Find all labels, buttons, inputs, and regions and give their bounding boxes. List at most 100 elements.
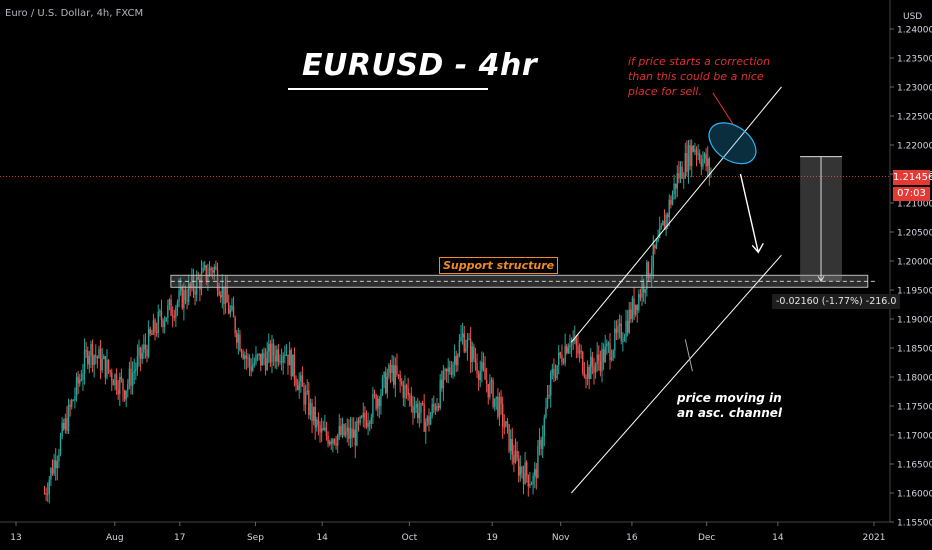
candle-body [208, 267, 211, 277]
candle-body [652, 244, 654, 268]
candle-body [308, 390, 310, 416]
candlestick-series [43, 139, 712, 504]
candle-body [385, 372, 387, 393]
x-tick-label: Nov [552, 533, 570, 543]
candle-body [674, 183, 677, 189]
candle-body [242, 353, 244, 359]
candle-body [550, 372, 552, 396]
candle-body [636, 304, 638, 311]
candle-body [663, 220, 666, 230]
candle-body [682, 177, 685, 179]
candle-body [354, 429, 356, 446]
candle-body [364, 412, 366, 420]
candle-body [327, 435, 329, 445]
currency-label: USD [903, 12, 923, 22]
candle-body [252, 364, 254, 371]
candle-body [135, 368, 137, 371]
candle-body [295, 378, 297, 386]
candle-body [569, 345, 571, 348]
y-tick-label: 1.23000 [897, 84, 932, 94]
candle-body [96, 356, 99, 359]
candle-body [189, 283, 191, 288]
channel-upper-line [570, 86, 782, 343]
candle-body [171, 315, 174, 317]
candle-body [498, 396, 501, 417]
candle-body [147, 328, 150, 357]
candle-body [681, 166, 683, 179]
candle-body [239, 334, 241, 351]
candle-body [381, 377, 384, 395]
candle-body [634, 304, 637, 315]
candle-body [702, 159, 704, 167]
candle-body [301, 375, 304, 387]
note-arrow [712, 92, 734, 125]
candle-body [236, 333, 238, 343]
candle-body [596, 354, 598, 364]
candle-body [410, 396, 413, 406]
candle-body [293, 354, 296, 379]
candle-body [458, 340, 461, 356]
y-tick-label: 1.21000 [897, 200, 932, 210]
candle-body [263, 353, 265, 359]
candle-body [143, 344, 145, 353]
y-tick-label: 1.22500 [897, 113, 932, 123]
candle-body [160, 311, 163, 320]
candle-body [144, 344, 147, 350]
candle-body [202, 267, 204, 273]
y-tick-label: 1.15500 [897, 519, 932, 529]
candle-body [69, 404, 71, 407]
candle-body [650, 267, 653, 276]
candle-body [586, 366, 589, 379]
y-axis: 1.240001.235001.230001.225001.220001.215… [889, 0, 932, 529]
candle-body [213, 266, 216, 273]
candle-body [269, 343, 272, 363]
candle-body [284, 354, 286, 356]
candle-body [604, 346, 606, 362]
candle-body [471, 346, 473, 363]
candle-body [388, 365, 390, 377]
candle-body [71, 400, 73, 407]
candle-body [505, 421, 507, 428]
candle-body [420, 402, 422, 413]
candle-body [583, 373, 586, 377]
candle-body [346, 427, 348, 432]
candle-body [476, 363, 478, 374]
candle-body [312, 406, 315, 422]
candle-body [477, 373, 480, 380]
candle-body [625, 320, 627, 338]
candle-body [642, 283, 645, 293]
x-tick-label: Oct [402, 533, 418, 543]
candle-body [306, 390, 308, 393]
candle-body [437, 405, 440, 408]
candle-body [679, 166, 682, 179]
candle-body [423, 404, 425, 432]
candle-body [106, 359, 108, 378]
candle-body [615, 328, 618, 333]
candle-body [482, 362, 485, 369]
candle-body [623, 337, 626, 342]
candle-body [415, 404, 417, 408]
candle-body [204, 265, 206, 268]
candle-body [489, 382, 491, 398]
candle-body [274, 355, 276, 362]
candle-body [218, 290, 220, 296]
candle-body [495, 396, 497, 399]
correction-note: if price starts a correction than this c… [628, 55, 771, 98]
x-tick-label: Sep [247, 533, 264, 543]
candle-body [444, 369, 446, 372]
candle-body [237, 334, 240, 343]
candle-body [527, 475, 530, 487]
candle-body [175, 307, 177, 318]
candle-body [178, 290, 180, 303]
candle-body [433, 404, 435, 407]
candle-body [184, 290, 187, 301]
candle-body [268, 343, 270, 352]
candle-body [450, 372, 453, 375]
candle-body [141, 352, 143, 359]
candle-body [66, 418, 68, 431]
candle-body [391, 365, 393, 373]
candle-body [168, 299, 171, 306]
candle-body [154, 320, 156, 332]
candle-body [250, 366, 252, 371]
